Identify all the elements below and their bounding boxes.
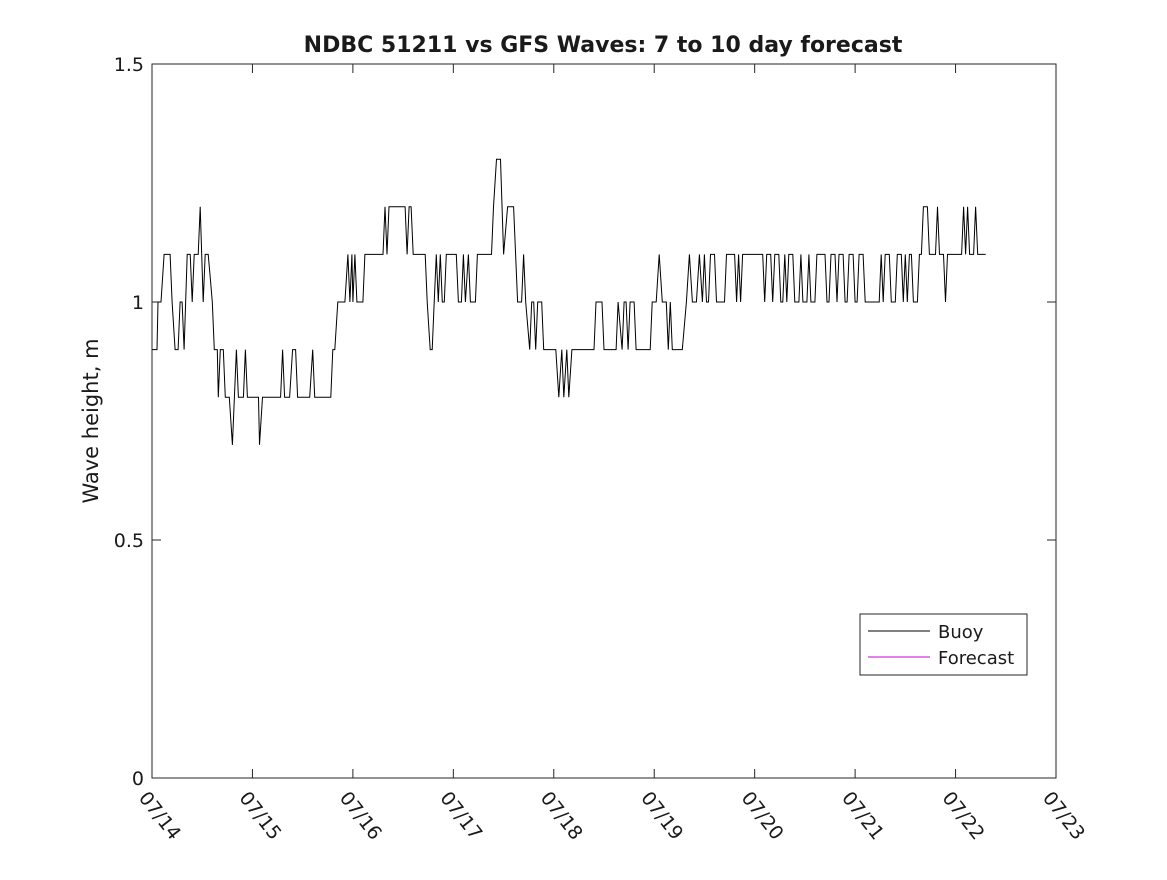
y-tick-label: 1.5 [114, 54, 144, 76]
y-tick-label: 1 [132, 292, 144, 314]
chart-title: NDBC 51211 vs GFS Waves: 7 to 10 day for… [304, 33, 903, 58]
x-tick-label: 07/19 [636, 788, 687, 845]
x-tick-label: 07/20 [737, 788, 788, 845]
y-axis-label: Wave height, m [79, 338, 103, 503]
x-tick-label: 07/23 [1038, 788, 1089, 845]
legend-label-buoy: Buoy [938, 622, 984, 643]
legend: Buoy Forecast [859, 613, 1028, 676]
x-tick-label: 07/18 [536, 788, 587, 845]
y-tick-label: 0 [132, 768, 144, 790]
x-tick-label: 07/16 [335, 788, 386, 845]
y-tick-label: 0.5 [114, 530, 144, 552]
legend-box [859, 613, 1028, 676]
x-tick-label: 07/22 [938, 788, 989, 845]
series-line-buoy [152, 158, 986, 445]
x-tick-label: 07/14 [134, 788, 185, 845]
x-tick-label: 07/21 [837, 788, 888, 845]
series-layer [152, 158, 986, 445]
x-tick-label: 07/17 [435, 788, 486, 845]
legend-label-forecast: Forecast [938, 648, 1014, 669]
x-tick-label: 07/15 [235, 788, 286, 845]
